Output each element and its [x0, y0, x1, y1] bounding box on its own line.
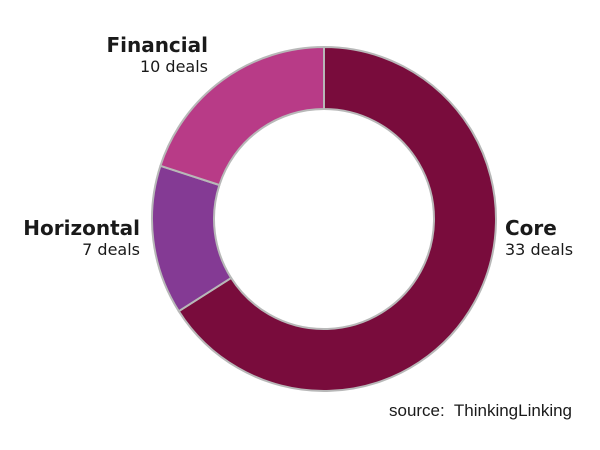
slice-name-financial: Financial: [106, 33, 208, 57]
slice-label-core: Core 33 deals: [505, 216, 573, 259]
slice-label-horizontal: Horizontal 7 deals: [23, 216, 140, 259]
slice-name-core: Core: [505, 216, 557, 240]
slice-value-core: 33 deals: [505, 240, 574, 259]
slice-label-financial: Financial 10 deals: [106, 33, 208, 76]
donut-slice-core: [177, 46, 498, 392]
slice-value-financial: 10 deals: [139, 57, 208, 76]
donut-slice-financial: [159, 46, 325, 187]
slice-value-horizontal: 7 deals: [82, 240, 140, 259]
source-note: source: ThinkingLinking: [388, 401, 572, 420]
slice-name-horizontal: Horizontal: [23, 216, 140, 240]
